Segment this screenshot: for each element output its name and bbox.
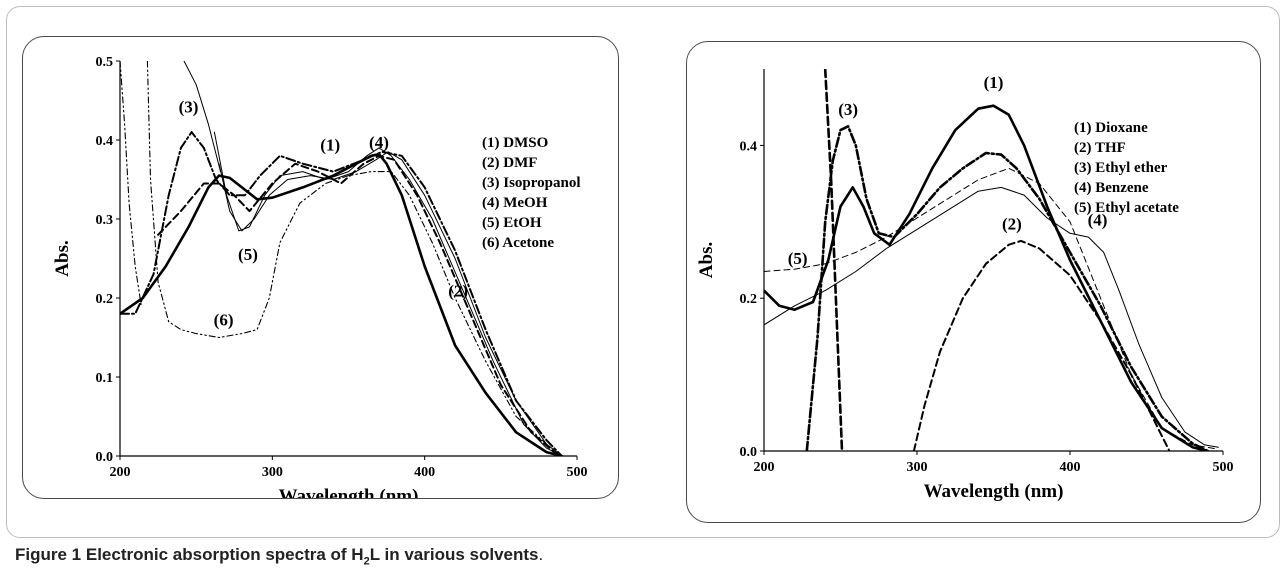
curve-annotation: (3) <box>179 97 199 116</box>
series-line-5-etoh <box>218 151 563 456</box>
legend-entry: (5) EtOH <box>482 215 542 231</box>
caption-text-after: L in various solvents <box>369 545 539 564</box>
curve-annotation: (4) <box>1088 211 1108 230</box>
curve-annotation: (3) <box>838 100 858 119</box>
curve-annotation: (1) <box>984 73 1004 92</box>
y-tick-label: 0.1 <box>96 371 114 386</box>
curve-annotation: (2) <box>448 281 468 300</box>
x-tick-label: 400 <box>414 465 435 480</box>
series-line-1-dioxane <box>764 104 1209 451</box>
y-tick-label: 0.5 <box>96 55 114 70</box>
legend-entry: (5) Ethyl acetate <box>1074 200 1179 216</box>
series-line-2-thf <box>912 239 1171 451</box>
series-line-6-acetone <box>146 61 563 456</box>
y-tick-label: 0.4 <box>740 139 758 154</box>
curve-annotation: (2) <box>1002 214 1022 233</box>
legend-entry: (2) THF <box>1074 140 1126 156</box>
caption-subscript: 2 <box>363 555 370 568</box>
legend-entry: (4) MeOH <box>482 195 548 211</box>
caption-text-before: Electronic absorption spectra of H <box>85 545 364 564</box>
x-tick-label: 500 <box>567 465 588 480</box>
series-line-3-isopropanol <box>120 131 563 456</box>
curve-annotation: (6) <box>214 311 234 330</box>
x-tick-label: 200 <box>754 460 775 475</box>
right-chart-panel: 200 300 400 500 0.0 0.2 0.4 Wavelength (nm) Abs.… <box>686 41 1261 523</box>
series-line-3-ethyl-ether <box>805 125 1209 451</box>
series-line-4-meoh <box>213 131 563 456</box>
x-tick-label: 500 <box>1213 460 1234 475</box>
y-tick-label: 0.3 <box>96 213 114 228</box>
x-tick-label: 200 <box>110 465 131 480</box>
curve-annotation: (5) <box>238 245 258 264</box>
curve-annotation: (5) <box>788 249 808 268</box>
series-line-5-ethyl-acetate <box>764 167 1216 450</box>
y-tick-label: 0.2 <box>740 292 758 307</box>
legend-entry: (6) Acetone <box>482 235 554 251</box>
caption-text: Electronic absorption spectra of H2L in … <box>85 545 539 568</box>
y-axis-label: Abs. <box>696 242 717 278</box>
legend-entry: (1) DMSO <box>482 135 548 151</box>
x-axis-label: Wavelength (nm) <box>924 481 1064 502</box>
legend-entry: (2) DMF <box>482 155 537 171</box>
y-tick-label: 0.2 <box>96 292 114 307</box>
series-line-4-benzene <box>764 186 1219 448</box>
left-chart-svg: 200 300 400 500 0.0 0.1 0.2 0.3 0.4 0.5 Wavelength… <box>52 55 588 498</box>
x-tick-label: 300 <box>907 460 928 475</box>
x-tick-label: 300 <box>262 465 283 480</box>
curve-annotation: (1) <box>320 135 340 154</box>
y-axis-label: Abs. <box>52 240 73 276</box>
curve-annotation: (4) <box>369 133 389 152</box>
series-line-3-ethyl-ether-steep <box>823 69 844 451</box>
y-tick-label: 0.0 <box>96 450 114 465</box>
legend-entry: (3) Isopropanol <box>482 175 581 191</box>
series-line-6-acetone-left <box>120 61 142 307</box>
figure-caption: Figure 1 Electronic absorption spectra o… <box>15 545 544 568</box>
legend-entry: (1) Dioxane <box>1074 120 1148 136</box>
left-chart-panel: 200 300 400 500 0.0 0.1 0.2 0.3 0.4 0.5 Wavelength… <box>22 36 619 499</box>
caption-label: Figure 1 <box>15 545 82 564</box>
y-tick-label: 0.0 <box>740 445 758 460</box>
y-tick-label: 0.4 <box>96 134 114 149</box>
series-line-1-dmso-steep <box>183 61 221 173</box>
x-axis-label: Wavelength (nm) <box>279 486 419 498</box>
x-tick-label: 400 <box>1060 460 1081 475</box>
legend-entry: (3) Ethyl ether <box>1074 160 1168 176</box>
right-chart-svg: 200 300 400 500 0.0 0.2 0.4 Wavelength (nm) Abs.… <box>696 69 1234 502</box>
legend-entry: (4) Benzene <box>1074 180 1149 196</box>
series-line-1-dmso <box>120 152 564 456</box>
